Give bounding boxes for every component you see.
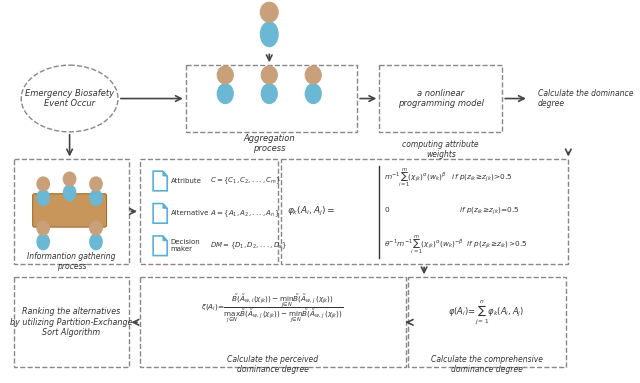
Bar <box>380 65 502 132</box>
Text: $\varphi_k(A_i,A_j)=$: $\varphi_k(A_i,A_j)=$ <box>287 205 335 218</box>
Text: Calculate the perceived
dominance degree: Calculate the perceived dominance degree <box>227 355 318 374</box>
Circle shape <box>63 172 76 186</box>
Text: Decision
maker: Decision maker <box>171 239 200 252</box>
Bar <box>408 277 566 367</box>
Polygon shape <box>163 171 167 176</box>
Circle shape <box>261 66 277 84</box>
Text: Attribute: Attribute <box>171 178 202 184</box>
FancyBboxPatch shape <box>33 194 106 227</box>
Text: $m^{-1}\!\sum_{i=1}^{m}\!(\chi_{jk})^{\alpha}(w_k)^{\beta}$   $\mathit{if}\ p(z_: $m^{-1}\!\sum_{i=1}^{m}\!(\chi_{jk})^{\a… <box>383 167 513 189</box>
Bar <box>140 277 406 367</box>
Text: a nonlinear
programming model: a nonlinear programming model <box>398 89 484 108</box>
Bar <box>14 159 129 264</box>
Circle shape <box>37 177 49 191</box>
Text: Informantion gathering
process: Informantion gathering process <box>27 252 116 271</box>
Text: Calculate the comprehensive
dominance degree: Calculate the comprehensive dominance de… <box>431 355 543 374</box>
Circle shape <box>218 66 233 84</box>
Bar <box>14 277 129 367</box>
Text: Ranking the alternatives
by utilizing Partition-Exchange
Sort Algorithm: Ranking the alternatives by utilizing Pa… <box>10 308 132 337</box>
Text: $C=\{C_1,C_2,...,C_m\}$: $C=\{C_1,C_2,...,C_m\}$ <box>211 176 282 186</box>
Polygon shape <box>153 236 167 255</box>
Circle shape <box>90 177 102 191</box>
Circle shape <box>305 66 321 84</box>
Circle shape <box>260 2 278 22</box>
Bar <box>140 159 278 264</box>
Text: $\theta^{-1}m^{-1}\!\sum_{i=1}^{m}\!(\chi_{jk})^{\alpha}(w_k)^{-\beta}$  $\mathi: $\theta^{-1}m^{-1}\!\sum_{i=1}^{m}\!(\ch… <box>383 234 527 256</box>
Text: Aggregation
process: Aggregation process <box>243 134 295 153</box>
Bar <box>281 159 568 264</box>
Text: $0$                              $\mathit{if}\ p(z_{ik}\!\geq\!z_{jk})\!=\!0.5$: $0$ $\mathit{if}\ p(z_{ik}\!\geq\!z_{jk}… <box>383 206 520 217</box>
Text: Alternative: Alternative <box>171 210 209 216</box>
Ellipse shape <box>37 234 49 250</box>
Polygon shape <box>163 236 167 241</box>
Ellipse shape <box>305 84 321 103</box>
Ellipse shape <box>260 22 278 46</box>
Polygon shape <box>163 203 167 208</box>
Ellipse shape <box>90 234 102 250</box>
Text: $\varphi(A_i)\!=\!\sum_{j=1}^{n}\varphi_k(A_i,A_j)$: $\varphi(A_i)\!=\!\sum_{j=1}^{n}\varphi_… <box>449 298 525 327</box>
Ellipse shape <box>261 84 277 103</box>
Polygon shape <box>153 171 167 191</box>
Text: $A=\{A_1,A_2,...,A_n\}$: $A=\{A_1,A_2,...,A_n\}$ <box>211 208 280 219</box>
Text: Emergency Biosafety
Event Occur: Emergency Biosafety Event Occur <box>25 89 114 108</box>
Bar <box>186 65 357 132</box>
Ellipse shape <box>218 84 233 103</box>
Circle shape <box>90 221 102 235</box>
Text: computing attribute
weights: computing attribute weights <box>403 140 479 159</box>
Ellipse shape <box>63 185 76 201</box>
Polygon shape <box>153 203 167 223</box>
Text: Calculate the dominance
degree: Calculate the dominance degree <box>538 89 633 108</box>
Ellipse shape <box>37 190 49 206</box>
Text: $\xi(A_i)\!=\!\dfrac{\tilde{B}(\tilde{A}_{w,i}(\chi_{jk}))-\min_{j\in N}\tilde{B: $\xi(A_i)\!=\!\dfrac{\tilde{B}(\tilde{A}… <box>202 292 344 325</box>
Text: $DM=\{D_1,D_2,...,D_s\}$: $DM=\{D_1,D_2,...,D_s\}$ <box>211 241 287 251</box>
Ellipse shape <box>90 190 102 206</box>
Ellipse shape <box>21 65 118 132</box>
Circle shape <box>37 221 49 235</box>
